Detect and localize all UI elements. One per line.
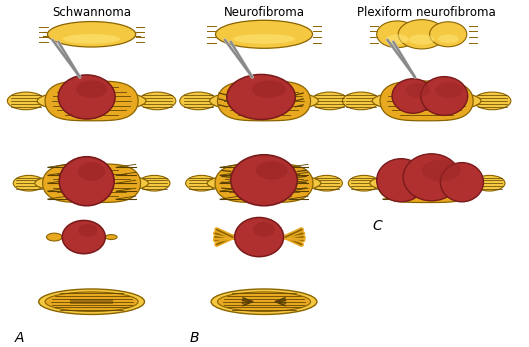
- Ellipse shape: [409, 34, 435, 45]
- Ellipse shape: [211, 289, 317, 314]
- Polygon shape: [217, 81, 311, 121]
- Ellipse shape: [63, 34, 120, 44]
- Ellipse shape: [440, 163, 484, 202]
- Polygon shape: [215, 164, 313, 203]
- Ellipse shape: [403, 154, 460, 201]
- Ellipse shape: [377, 21, 418, 48]
- Ellipse shape: [62, 220, 105, 254]
- Ellipse shape: [473, 175, 505, 191]
- Ellipse shape: [180, 92, 217, 110]
- Ellipse shape: [436, 82, 463, 98]
- Ellipse shape: [78, 162, 105, 181]
- Ellipse shape: [235, 218, 284, 257]
- Ellipse shape: [47, 233, 62, 241]
- Ellipse shape: [58, 75, 115, 119]
- Ellipse shape: [370, 173, 484, 193]
- Ellipse shape: [227, 75, 295, 119]
- Ellipse shape: [217, 292, 311, 312]
- Ellipse shape: [406, 83, 430, 98]
- Ellipse shape: [253, 222, 275, 237]
- Ellipse shape: [422, 160, 461, 181]
- Ellipse shape: [76, 80, 107, 98]
- Ellipse shape: [186, 175, 217, 191]
- Ellipse shape: [311, 92, 348, 110]
- Text: Neurofibroma: Neurofibroma: [224, 6, 305, 19]
- Ellipse shape: [7, 92, 44, 110]
- Ellipse shape: [209, 90, 318, 112]
- Ellipse shape: [105, 235, 117, 239]
- Ellipse shape: [342, 92, 380, 110]
- Ellipse shape: [252, 81, 286, 98]
- Ellipse shape: [372, 90, 481, 112]
- Ellipse shape: [430, 22, 467, 47]
- Ellipse shape: [139, 92, 176, 110]
- Ellipse shape: [377, 159, 426, 202]
- Polygon shape: [43, 164, 141, 203]
- Ellipse shape: [231, 155, 297, 206]
- Ellipse shape: [45, 292, 138, 312]
- Ellipse shape: [233, 34, 295, 44]
- Ellipse shape: [139, 175, 170, 191]
- Ellipse shape: [37, 90, 146, 112]
- Text: Plexiform neurofibroma: Plexiform neurofibroma: [357, 6, 496, 19]
- Ellipse shape: [256, 161, 288, 180]
- Ellipse shape: [48, 22, 135, 47]
- Bar: [70, 299, 113, 304]
- Ellipse shape: [35, 173, 149, 193]
- Text: A: A: [15, 331, 25, 345]
- Ellipse shape: [78, 224, 97, 237]
- Ellipse shape: [348, 175, 380, 191]
- Ellipse shape: [386, 34, 408, 44]
- Ellipse shape: [398, 20, 445, 49]
- Text: B: B: [189, 331, 199, 345]
- Ellipse shape: [473, 92, 511, 110]
- Polygon shape: [380, 81, 473, 121]
- Text: Schwannoma: Schwannoma: [52, 6, 131, 19]
- Ellipse shape: [392, 79, 434, 113]
- Text: C: C: [373, 219, 382, 234]
- Polygon shape: [378, 164, 476, 203]
- Ellipse shape: [215, 20, 313, 48]
- Ellipse shape: [39, 289, 144, 314]
- Ellipse shape: [438, 34, 459, 43]
- Ellipse shape: [207, 173, 321, 193]
- Ellipse shape: [311, 175, 342, 191]
- Polygon shape: [45, 81, 138, 121]
- Ellipse shape: [421, 77, 468, 116]
- Ellipse shape: [13, 175, 44, 191]
- Ellipse shape: [59, 157, 114, 206]
